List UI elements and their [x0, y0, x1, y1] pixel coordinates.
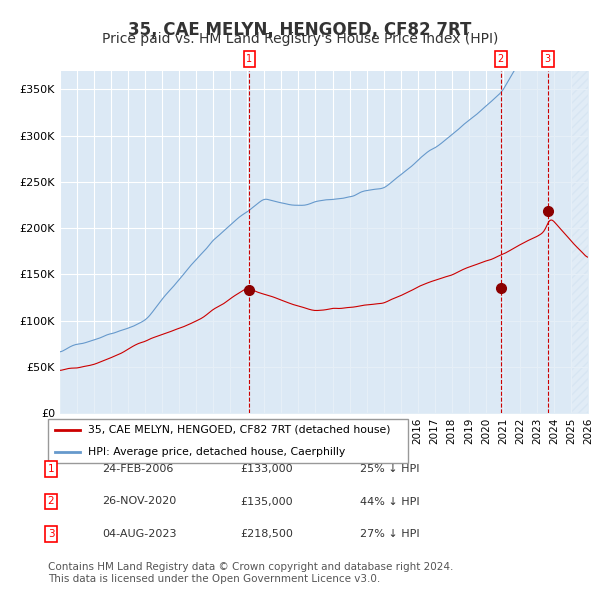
Text: Price paid vs. HM Land Registry's House Price Index (HPI): Price paid vs. HM Land Registry's House … — [102, 32, 498, 47]
Text: 44% ↓ HPI: 44% ↓ HPI — [360, 497, 419, 506]
Text: 3: 3 — [47, 529, 55, 539]
Text: 1: 1 — [47, 464, 55, 474]
Text: £133,000: £133,000 — [240, 464, 293, 474]
FancyBboxPatch shape — [48, 419, 408, 463]
Text: 2: 2 — [47, 497, 55, 506]
Text: 35, CAE MELYN, HENGOED, CF82 7RT: 35, CAE MELYN, HENGOED, CF82 7RT — [128, 21, 472, 39]
Text: £218,500: £218,500 — [240, 529, 293, 539]
Text: 27% ↓ HPI: 27% ↓ HPI — [360, 529, 419, 539]
Text: 35, CAE MELYN, HENGOED, CF82 7RT (detached house): 35, CAE MELYN, HENGOED, CF82 7RT (detach… — [88, 425, 390, 435]
Text: 04-AUG-2023: 04-AUG-2023 — [102, 529, 176, 539]
Text: 2: 2 — [497, 54, 504, 64]
Text: HPI: Average price, detached house, Caerphilly: HPI: Average price, detached house, Caer… — [88, 447, 345, 457]
Text: 26-NOV-2020: 26-NOV-2020 — [102, 497, 176, 506]
Text: 24-FEB-2006: 24-FEB-2006 — [102, 464, 173, 474]
Text: 25% ↓ HPI: 25% ↓ HPI — [360, 464, 419, 474]
Text: 3: 3 — [544, 54, 551, 64]
Text: 1: 1 — [247, 54, 253, 64]
Text: £135,000: £135,000 — [240, 497, 293, 506]
Text: Contains HM Land Registry data © Crown copyright and database right 2024.
This d: Contains HM Land Registry data © Crown c… — [48, 562, 454, 584]
